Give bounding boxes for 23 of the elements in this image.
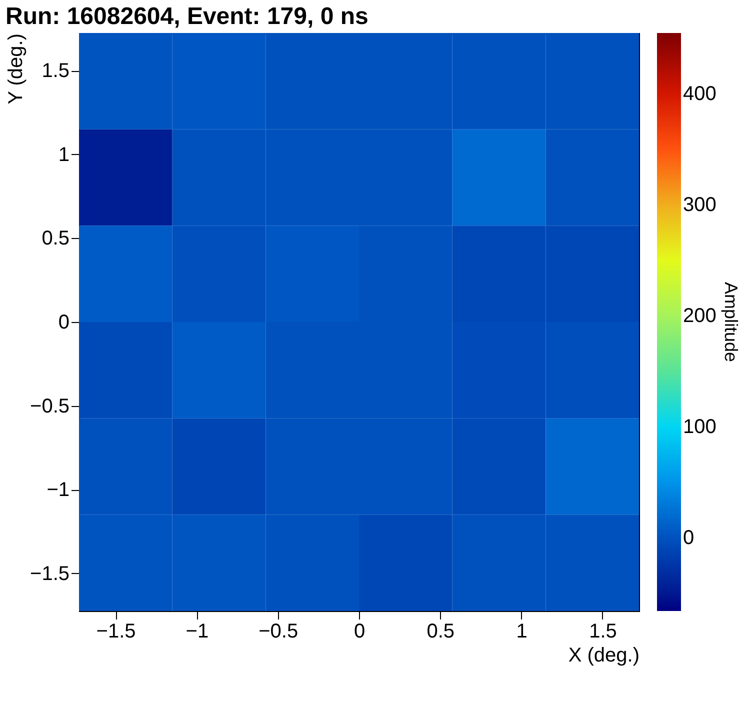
x-tick-label: 1.5 [589, 620, 617, 642]
x-axis-title: X (deg.) [568, 644, 640, 666]
x-tick-label: 1 [516, 620, 528, 642]
color-bar-label: 400 [683, 83, 716, 106]
y-tick-label: 1.5 [42, 60, 70, 82]
y-tick-label: 0.5 [42, 228, 70, 250]
y-tick-label: 0 [58, 312, 70, 334]
y-tick-label: −1 [46, 479, 70, 502]
y-tick-label: 1 [58, 144, 70, 166]
color-bar-label: 200 [683, 304, 716, 327]
y-tick-label: −0.5 [30, 395, 70, 418]
y-axis-title: Y (deg.) [5, 34, 28, 104]
color-bar-label: 0 [683, 526, 694, 549]
x-tick-label: −1 [186, 620, 209, 642]
x-tick-label: 0.5 [426, 620, 455, 642]
chart-title: Run: 16082604, Event: 179, 0 ns [6, 3, 368, 30]
x-tick-label: 0 [354, 620, 366, 642]
color-bar-title: Amplitude [721, 282, 741, 362]
x-tick-label: −1.5 [96, 620, 136, 642]
x-tick-label: −0.5 [258, 620, 298, 642]
y-tick-label: −1.5 [30, 562, 70, 585]
color-bar-label: 300 [683, 194, 716, 216]
color-bar-label: 100 [683, 416, 716, 438]
